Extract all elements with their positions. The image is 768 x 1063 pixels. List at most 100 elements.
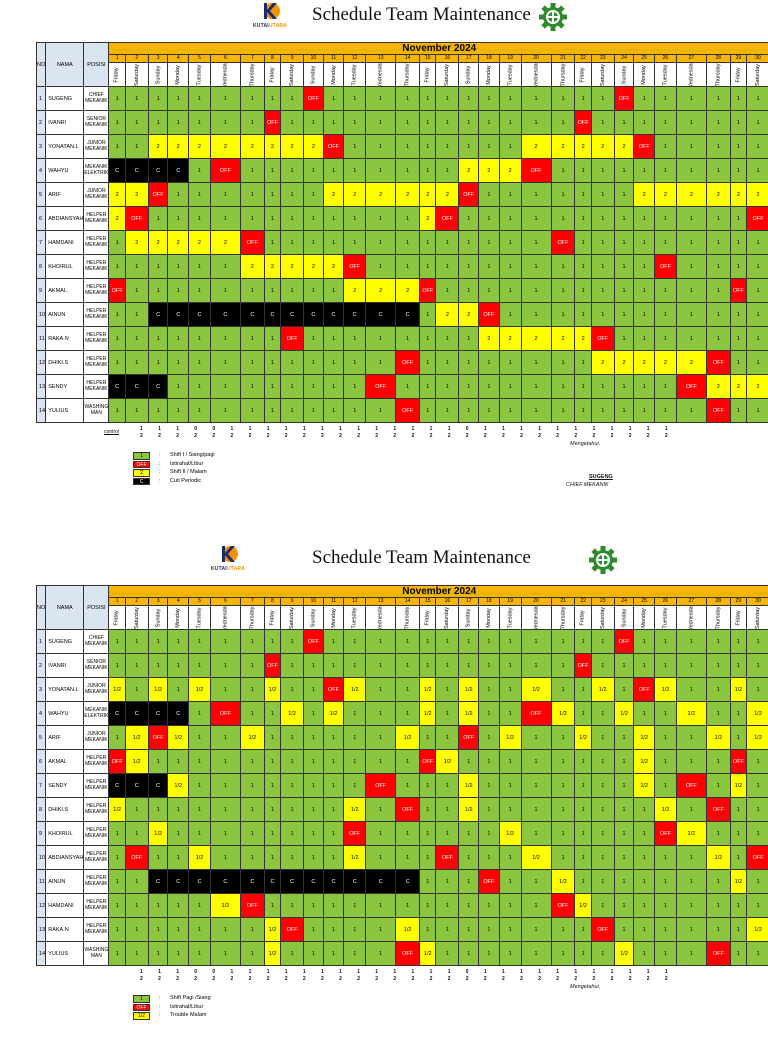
shift-cell[interactable]: 1 — [323, 750, 344, 774]
shift-cell[interactable]: 2 — [240, 135, 264, 159]
shift-cell[interactable]: 1 — [499, 399, 521, 423]
shift-cell[interactable]: 1 — [730, 654, 746, 678]
shift-cell[interactable]: 1 — [304, 183, 324, 207]
shift-cell[interactable]: 1 — [240, 183, 264, 207]
shift-cell[interactable]: 1 — [747, 159, 768, 183]
shift-cell[interactable]: 1 — [210, 678, 240, 702]
shift-cell[interactable]: 1 — [676, 327, 706, 351]
shift-cell[interactable]: 1 — [747, 630, 768, 654]
shift-cell[interactable]: 1 — [240, 702, 264, 726]
shift-cell[interactable]: 1 — [125, 279, 148, 303]
shift-cell[interactable]: 1 — [189, 726, 211, 750]
shift-cell[interactable]: 1 — [479, 702, 500, 726]
shift-cell[interactable]: 1 — [264, 207, 280, 231]
shift-cell[interactable]: 1 — [264, 750, 280, 774]
shift-cell[interactable]: 1 — [521, 255, 551, 279]
shift-cell[interactable]: 1/2 — [344, 678, 366, 702]
shift-cell[interactable]: 1 — [366, 918, 396, 942]
shift-cell[interactable]: 1/2 — [521, 678, 551, 702]
shift-cell[interactable]: 1 — [634, 846, 655, 870]
shift-cell[interactable]: 1 — [210, 327, 240, 351]
shift-cell[interactable]: 1 — [575, 279, 591, 303]
shift-cell[interactable]: C — [189, 303, 211, 327]
shift-cell[interactable]: C — [148, 702, 168, 726]
shift-cell[interactable]: 1 — [614, 399, 634, 423]
shift-cell[interactable]: OFF — [436, 846, 459, 870]
shift-cell[interactable]: 1 — [551, 207, 575, 231]
shift-cell[interactable]: C — [148, 159, 168, 183]
shift-cell[interactable]: 1 — [344, 942, 366, 966]
shift-cell[interactable]: 1/2 — [747, 918, 768, 942]
shift-cell[interactable]: 1 — [240, 207, 264, 231]
shift-cell[interactable]: 1 — [366, 255, 396, 279]
shift-cell[interactable]: 1 — [747, 327, 768, 351]
shift-cell[interactable]: 1 — [591, 654, 614, 678]
shift-cell[interactable]: 1 — [168, 942, 189, 966]
shift-cell[interactable]: 1 — [189, 375, 211, 399]
shift-cell[interactable]: 1 — [730, 111, 746, 135]
shift-cell[interactable]: 1 — [396, 87, 420, 111]
shift-cell[interactable]: 1 — [168, 846, 189, 870]
shift-cell[interactable]: 1 — [479, 399, 500, 423]
shift-cell[interactable]: 1 — [344, 159, 366, 183]
shift-cell[interactable]: 1 — [551, 159, 575, 183]
shift-cell[interactable]: 1 — [730, 135, 746, 159]
shift-cell[interactable]: 1 — [304, 822, 324, 846]
shift-cell[interactable]: 1 — [366, 894, 396, 918]
shift-cell[interactable]: 1 — [420, 255, 436, 279]
shift-cell[interactable]: 1 — [189, 111, 211, 135]
shift-cell[interactable]: 2 — [396, 279, 420, 303]
shift-cell[interactable]: 2 — [264, 135, 280, 159]
shift-cell[interactable]: 1 — [654, 774, 676, 798]
shift-cell[interactable]: 1 — [730, 207, 746, 231]
shift-cell[interactable]: 1/2 — [634, 726, 655, 750]
shift-cell[interactable]: 1 — [591, 750, 614, 774]
shift-cell[interactable]: 1 — [366, 87, 396, 111]
shift-cell[interactable]: 2 — [634, 351, 655, 375]
shift-cell[interactable]: 2 — [148, 135, 168, 159]
shift-cell[interactable]: 1 — [575, 750, 591, 774]
shift-cell[interactable]: 1 — [344, 231, 366, 255]
shift-cell[interactable]: 1 — [148, 942, 168, 966]
shift-cell[interactable]: 1 — [109, 399, 125, 423]
shift-cell[interactable]: C — [148, 870, 168, 894]
shift-cell[interactable]: 1 — [420, 375, 436, 399]
shift-cell[interactable]: C — [109, 702, 125, 726]
shift-cell[interactable]: 1 — [551, 846, 575, 870]
shift-cell[interactable]: 1 — [706, 255, 730, 279]
shift-cell[interactable]: 1 — [521, 894, 551, 918]
shift-cell[interactable]: 1 — [125, 87, 148, 111]
shift-cell[interactable]: 2 — [654, 183, 676, 207]
shift-cell[interactable]: 1 — [575, 87, 591, 111]
shift-cell[interactable]: OFF — [614, 87, 634, 111]
shift-cell[interactable]: 1 — [747, 870, 768, 894]
shift-cell[interactable]: 1 — [634, 654, 655, 678]
shift-cell[interactable]: 1 — [591, 822, 614, 846]
shift-cell[interactable]: 1 — [304, 942, 324, 966]
shift-cell[interactable]: 1 — [575, 846, 591, 870]
shift-cell[interactable]: OFF — [706, 798, 730, 822]
shift-cell[interactable]: 1 — [654, 846, 676, 870]
shift-cell[interactable]: 1 — [344, 774, 366, 798]
shift-cell[interactable]: 1 — [479, 726, 500, 750]
shift-cell[interactable]: 1 — [240, 846, 264, 870]
shift-cell[interactable]: 1 — [551, 774, 575, 798]
shift-cell[interactable]: 1 — [459, 207, 479, 231]
shift-cell[interactable]: 1 — [575, 822, 591, 846]
shift-cell[interactable]: 2 — [676, 351, 706, 375]
shift-cell[interactable]: 2 — [521, 327, 551, 351]
shift-cell[interactable]: 1 — [304, 111, 324, 135]
shift-cell[interactable]: 1 — [436, 822, 459, 846]
shift-cell[interactable]: OFF — [730, 750, 746, 774]
shift-cell[interactable]: 1 — [634, 894, 655, 918]
shift-cell[interactable]: 1 — [634, 279, 655, 303]
shift-cell[interactable]: 1 — [189, 630, 211, 654]
shift-cell[interactable]: 1 — [459, 630, 479, 654]
shift-cell[interactable]: OFF — [459, 183, 479, 207]
shift-cell[interactable]: 1 — [168, 678, 189, 702]
shift-cell[interactable]: 1 — [168, 111, 189, 135]
shift-cell[interactable]: C — [210, 870, 240, 894]
shift-cell[interactable]: 1/2 — [168, 726, 189, 750]
shift-cell[interactable]: 1 — [281, 630, 304, 654]
shift-cell[interactable]: 1 — [210, 942, 240, 966]
